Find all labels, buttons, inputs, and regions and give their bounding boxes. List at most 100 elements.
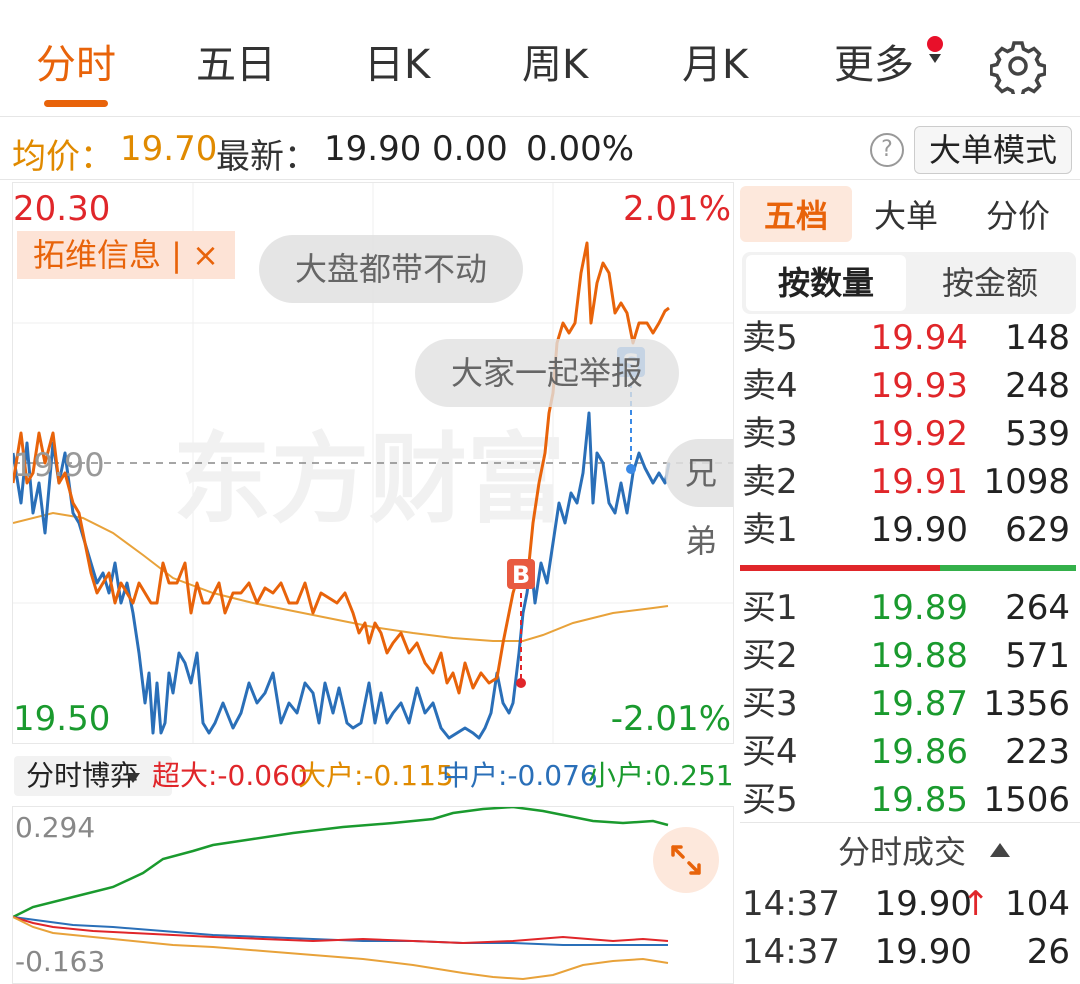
bid-level: 买1	[742, 588, 798, 628]
avg-price-line	[13, 511, 669, 642]
sub-tab-by-quantity[interactable]: 按数量	[746, 255, 906, 311]
danmaku-bubble-1[interactable]: 大盘都带不动	[259, 235, 524, 303]
price-line	[13, 241, 670, 695]
bid-level: 买5	[742, 780, 798, 820]
large-value: 大户:-0.115	[298, 759, 454, 792]
trade-arrow-up-icon: ↑	[961, 884, 991, 924]
tab-weekly-k[interactable]: 周K	[522, 42, 589, 88]
super-large-line	[13, 916, 669, 945]
bid-level: 买4	[742, 732, 798, 772]
indicator-y-bottom: -0.163	[15, 945, 106, 978]
big-order-mode-button[interactable]: 大单模式	[914, 126, 1072, 174]
indicator-header: 分时博弈 超大:-0.060 大户:-0.115 中户:-0.076 小户:0.…	[12, 748, 734, 804]
latest-price-label: 最新：	[216, 137, 318, 177]
small-value: 小户:0.251	[588, 759, 734, 792]
small-investor-line	[13, 807, 669, 919]
buy-pressure-bar	[940, 565, 1076, 571]
ask-row: 卖4 19.93 248	[742, 362, 1076, 410]
ask-level: 卖1	[742, 510, 798, 550]
ask-row: 卖1 19.90 629	[742, 506, 1076, 554]
ask-price: 19.91	[870, 462, 968, 502]
buy-marker-badge[interactable]	[507, 559, 535, 589]
bid-volume: 571	[1005, 636, 1070, 676]
trade-row: 14:37 19.90 ↑ 104	[742, 880, 1076, 928]
large-investor-line	[13, 916, 669, 981]
trade-row: 14:37 19.90 26	[742, 928, 1076, 976]
help-icon[interactable]: ?	[870, 133, 904, 167]
bid-row: 买3 19.87 1356	[742, 680, 1076, 728]
watermark: 东方财富	[173, 423, 565, 537]
trade-time: 14:37	[742, 932, 840, 972]
tab-daily-k[interactable]: 日K	[364, 42, 431, 88]
bid-price: 19.89	[870, 588, 968, 628]
y-axis-top-price: 20.30	[13, 189, 111, 229]
reference-price-label: 19.90	[13, 446, 105, 484]
sub-tab-by-amount[interactable]: 按金额	[941, 264, 1038, 302]
ask-volume: 629	[1005, 510, 1070, 550]
tab-monthly-k[interactable]: 月K	[682, 42, 749, 88]
buy-marker-dot	[516, 678, 526, 688]
caret-down-icon	[929, 54, 941, 63]
intraday-chart[interactable]: 东方财富 B S 20.30 2.01% 19.50 -2.01% 19.90 …	[12, 182, 734, 744]
indicator-chart[interactable]: 0.294 -0.163	[12, 806, 734, 984]
price-change-pct: 0.00%	[526, 129, 635, 169]
trade-time: 14:37	[742, 884, 840, 924]
trade-volume: 104	[1005, 884, 1070, 924]
caret-up-icon[interactable]	[990, 843, 1010, 857]
y-axis-bottom-pct: -2.01%	[610, 699, 731, 739]
tab-big-orders[interactable]: 大单	[874, 197, 939, 235]
ask-price: 19.92	[870, 414, 968, 454]
active-tab-indicator	[44, 100, 108, 107]
bid-volume: 1356	[983, 684, 1070, 724]
y-axis-top-pct: 2.01%	[622, 189, 731, 229]
period-tab-bar: 分时 五日 日K 周K 月K 更多	[0, 0, 1080, 117]
expand-button[interactable]	[653, 827, 719, 893]
expand-icon	[671, 845, 701, 875]
bid-volume: 264	[1005, 588, 1070, 628]
indicator-y-top: 0.294	[15, 811, 96, 844]
stock-tag[interactable]: 拓维信息 | ×	[17, 231, 235, 279]
avg-price-label: 均价：	[12, 137, 114, 177]
ask-price: 19.90	[870, 510, 968, 550]
bid-row: 买1 19.89 264	[742, 584, 1076, 632]
ask-price: 19.93	[870, 366, 968, 406]
tab-intraday[interactable]: 分时	[36, 42, 116, 88]
quote-info-bar: 均价： 19.70 最新： 19.90 0.00 0.00%	[0, 117, 1080, 180]
tab-order-book-bg	[740, 186, 852, 242]
bid-level: 买2	[742, 636, 798, 676]
gear-icon[interactable]	[990, 38, 1046, 94]
divider	[740, 822, 1080, 823]
ask-level: 卖4	[742, 366, 798, 406]
ask-price: 19.94	[870, 318, 968, 358]
price-change: 0.00	[432, 129, 508, 169]
tab-order-book[interactable]: 五档	[764, 197, 829, 235]
tab-price-distribution[interactable]: 分价	[986, 197, 1051, 235]
caret-down-icon[interactable]	[126, 773, 140, 783]
ask-volume: 1098	[983, 462, 1070, 502]
ask-level: 卖3	[742, 414, 798, 454]
medium-investor-line	[13, 916, 668, 946]
trades-header[interactable]: 分时成交	[838, 833, 967, 871]
bid-price: 19.86	[870, 732, 968, 772]
sell-pressure-bar	[740, 565, 940, 571]
tab-five-day[interactable]: 五日	[196, 42, 276, 88]
bid-row: 买5 19.85 1506	[742, 776, 1076, 824]
avg-price-value: 19.70	[120, 129, 218, 169]
danmaku-bubble-3[interactable]: 兄弟	[665, 439, 733, 560]
trade-price: 19.90	[874, 932, 972, 972]
super-large-value: 超大:-0.060	[152, 759, 308, 792]
bid-price: 19.88	[870, 636, 968, 676]
bid-volume: 1506	[983, 780, 1070, 820]
bid-level: 买3	[742, 684, 798, 724]
medium-value: 中户:-0.076	[442, 759, 598, 792]
bid-price: 19.85	[870, 780, 968, 820]
ask-volume: 148	[1005, 318, 1070, 358]
tab-more[interactable]: 更多	[834, 42, 914, 88]
ask-row: 卖3 19.92 539	[742, 410, 1076, 458]
bid-volume: 223	[1005, 732, 1070, 772]
ask-row: 卖5 19.94 148	[742, 314, 1076, 362]
danmaku-bubble-2[interactable]: 大家一起举报	[415, 339, 680, 407]
indicator-selector[interactable]: 分时博弈	[14, 756, 173, 796]
notification-dot	[927, 36, 943, 52]
sell-marker-dot	[626, 464, 636, 474]
